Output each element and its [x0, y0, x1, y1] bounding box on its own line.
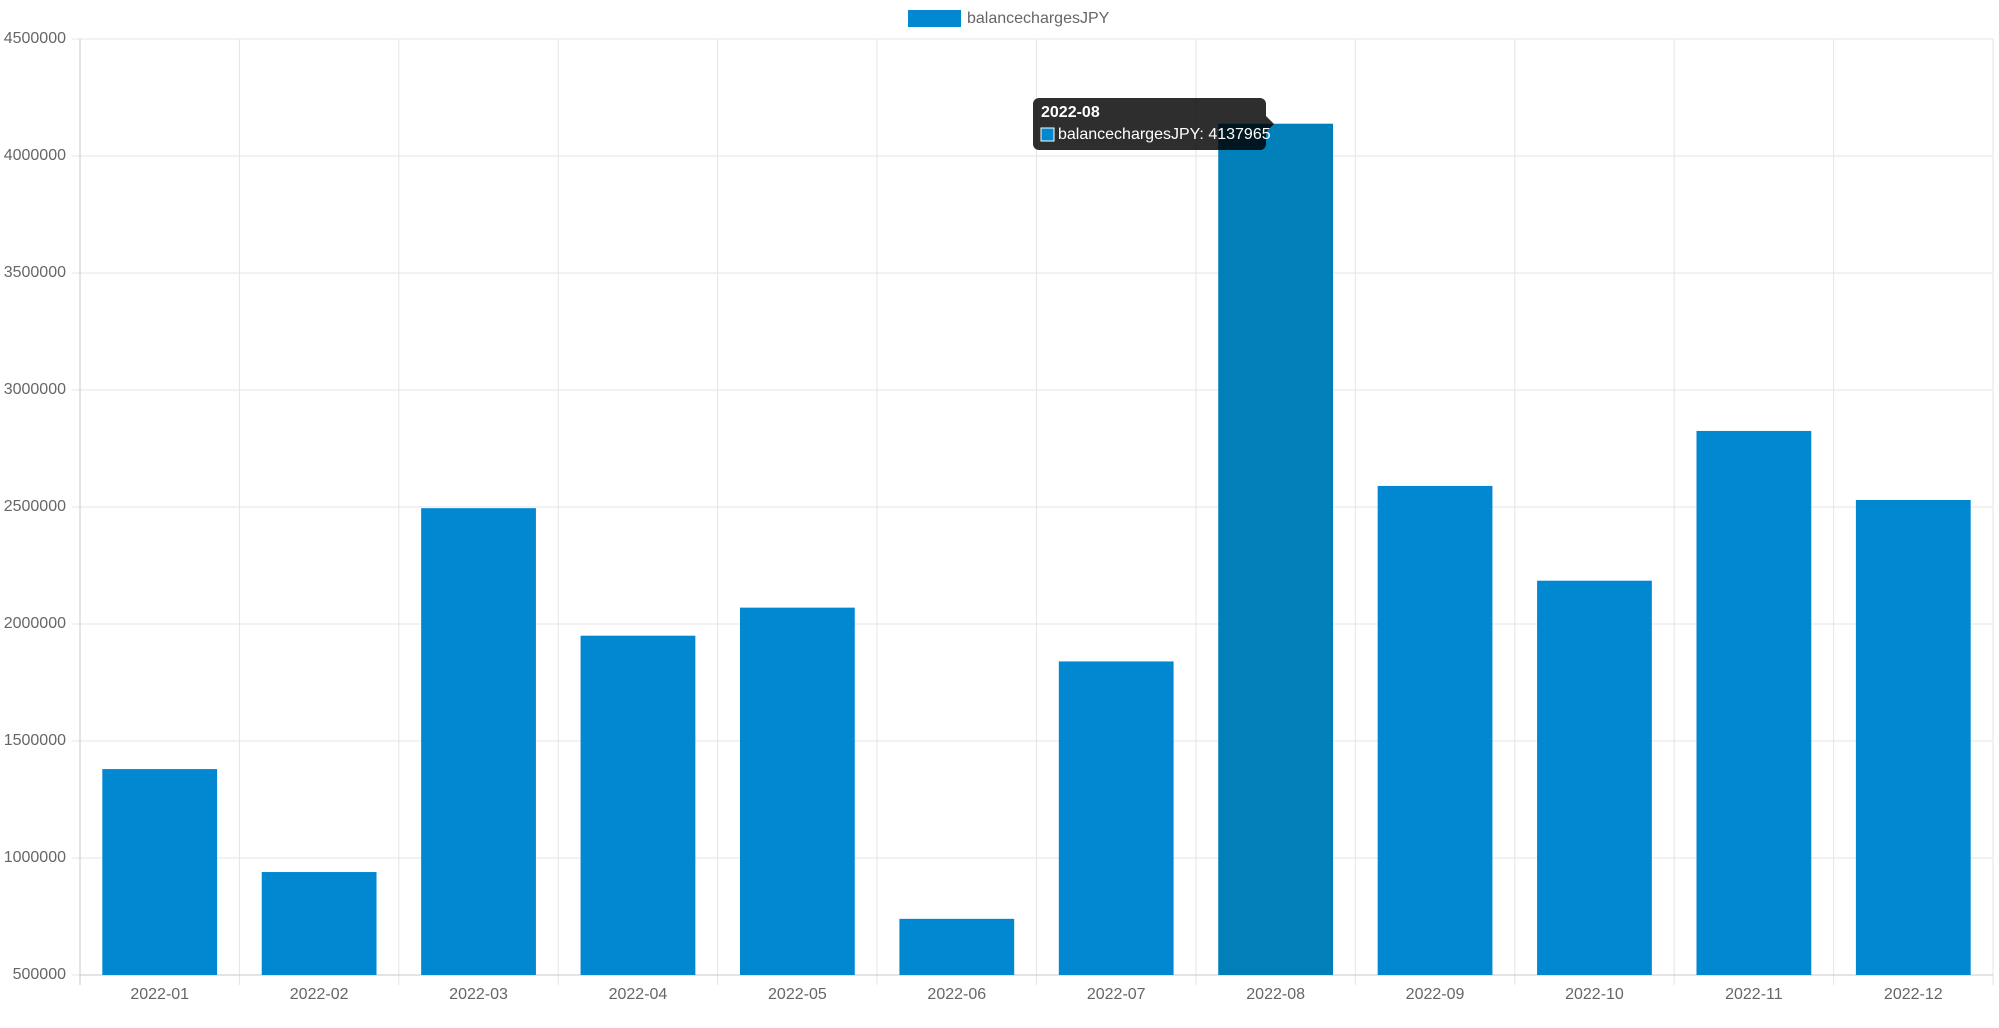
bar: [1058, 661, 1174, 975]
y-tick-label: 2500000: [4, 498, 66, 515]
x-tick-label: 2022-02: [290, 986, 349, 1003]
x-tick-label: 2022-08: [1246, 986, 1305, 1003]
x-tick-label: 2022-05: [768, 986, 827, 1003]
y-tick-label: 500000: [13, 966, 66, 983]
y-tick-label: 4000000: [4, 147, 66, 164]
x-tick-label: 2022-11: [1725, 986, 1783, 1003]
y-tick-label: 3000000: [4, 381, 66, 398]
x-tick-label: 2022-06: [927, 986, 986, 1003]
y-tick-label: 2000000: [4, 615, 66, 632]
legend-label[interactable]: balancechargesJPY: [967, 10, 1110, 27]
bar: [1377, 485, 1493, 975]
y-tick-label: 4500000: [4, 30, 66, 47]
bar: [261, 872, 377, 975]
bar: [1537, 580, 1652, 975]
tooltip-label: balancechargesJPY: 4137965: [1058, 126, 1271, 143]
x-tick-label: 2022-03: [449, 986, 508, 1003]
bar: [580, 635, 696, 975]
tooltip-title: 2022-08: [1041, 104, 1100, 121]
x-tick-label: 2022-07: [1087, 986, 1146, 1003]
grid: 500000 1000000 1500000 2000000 2500000 300000…: [4, 30, 1994, 1003]
bar: [421, 508, 536, 975]
legend-swatch[interactable]: [908, 10, 961, 27]
legend[interactable]: balancechargesJPY: [908, 10, 1110, 27]
bar: [102, 769, 218, 975]
bar: [739, 607, 855, 975]
x-tick-label: 2022-04: [609, 986, 668, 1003]
y-tick-label: 3500000: [4, 264, 66, 281]
y-tick-label: 1000000: [4, 849, 66, 866]
tooltip-box: [1033, 98, 1266, 150]
bar: [1855, 499, 1971, 975]
x-tick-label: 2022-12: [1884, 986, 1943, 1003]
tooltip-caret: [1266, 116, 1274, 132]
x-tick-label: 2022-09: [1406, 986, 1465, 1003]
tooltip-swatch: [1040, 127, 1055, 142]
y-tick-label: 1500000: [4, 732, 66, 749]
bar: [1696, 430, 1812, 975]
bar: [1218, 123, 1334, 975]
x-tick-label: 2022-10: [1565, 986, 1624, 1003]
tooltip: 2022-08 balancechargesJPY: 4137965: [1033, 98, 1274, 150]
bars: [102, 123, 1971, 975]
x-tick-label: 2022-01: [130, 986, 189, 1003]
bar: [899, 918, 1015, 975]
